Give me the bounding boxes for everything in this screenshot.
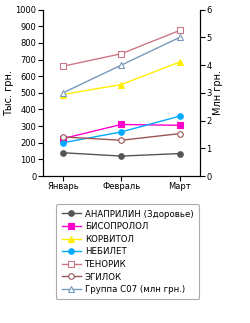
Legend: АНАПРИЛИН (Здоровье), БИСОПРОЛОЛ, КОРВИТОЛ, НЕБИЛЕТ, ТЕНОРИК, ЭГИЛОК, Группа С07: АНАПРИЛИН (Здоровье), БИСОПРОЛОЛ, КОРВИТ… bbox=[56, 204, 199, 299]
Y-axis label: Тыс. грн.: Тыс. грн. bbox=[4, 70, 14, 116]
Y-axis label: Млн грн.: Млн грн. bbox=[213, 70, 223, 115]
